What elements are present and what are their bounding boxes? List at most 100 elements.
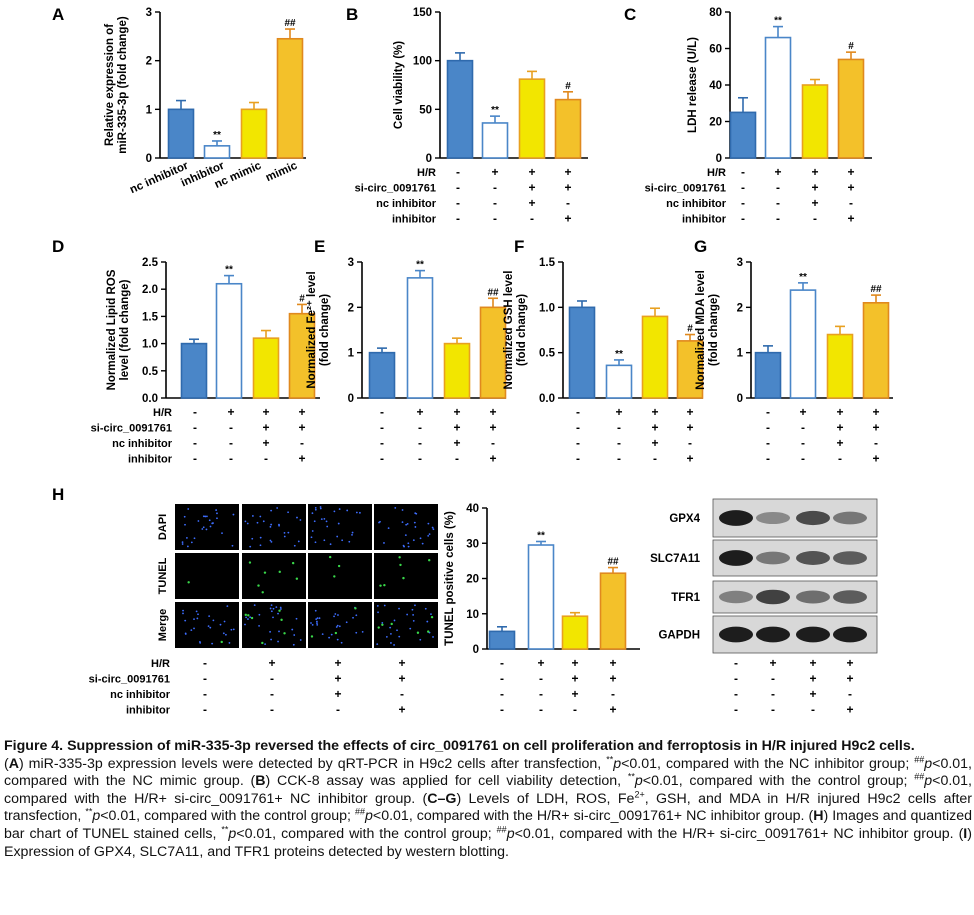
- nucleus-dot: [196, 617, 199, 620]
- condition-label: si-circ_0091761: [645, 183, 726, 195]
- nucleus-dot: [333, 615, 335, 618]
- condition-sign: +: [491, 165, 498, 179]
- nucleus-dot: [283, 535, 286, 538]
- condition-sign: +: [298, 421, 305, 435]
- condition-sign: +: [836, 436, 843, 450]
- micrograph: [374, 553, 438, 599]
- significance-mark: ##: [487, 287, 499, 298]
- panel-h: H 0 10 20 30 40 TUNEL positive cells (%) ** ## H/…: [52, 485, 640, 717]
- condition-sign: -: [493, 181, 497, 195]
- condition-sign: -: [203, 703, 207, 717]
- nucleus-dot: [338, 625, 341, 628]
- tunel-dot: [334, 631, 338, 635]
- y-tick-label: 0: [348, 393, 354, 405]
- condition-sign: +: [298, 405, 305, 419]
- condition-sign: -: [270, 687, 274, 701]
- condition-sign: -: [617, 436, 621, 450]
- condition-sign: -: [874, 436, 878, 450]
- nucleus-dot: [431, 526, 434, 529]
- nucleus-dot: [348, 540, 351, 543]
- nucleus-dot: [216, 512, 218, 515]
- condition-sign: +: [564, 181, 571, 195]
- panel-letter: F: [514, 237, 524, 256]
- protein-band: [833, 590, 867, 604]
- significance-mark: #: [687, 324, 693, 335]
- nucleus-dot: [251, 537, 254, 540]
- nucleus-dot: [414, 526, 417, 528]
- nucleus-dot: [316, 622, 318, 625]
- nucleus-dot: [313, 520, 316, 523]
- condition-sign: -: [766, 421, 770, 435]
- micrograph: [175, 504, 239, 550]
- y-tick-label: 2: [737, 302, 743, 314]
- micrograph-row-label: DAPI: [157, 514, 169, 540]
- nucleus-dot: [341, 539, 344, 542]
- micrograph: [175, 553, 239, 599]
- tunel-dot: [248, 561, 252, 564]
- bar: [764, 36, 792, 159]
- nucleus-dot: [223, 620, 226, 623]
- protein-band: [719, 590, 753, 604]
- nucleus-dot: [246, 522, 249, 525]
- condition-sign: -: [203, 656, 207, 670]
- condition-sign: -: [229, 436, 233, 450]
- bar: [252, 337, 280, 399]
- nucleus-dot: [352, 616, 354, 619]
- nucleus-dot: [351, 534, 353, 536]
- nucleus-dot: [215, 509, 218, 511]
- nucleus-dot: [249, 616, 252, 619]
- tunel-dot: [354, 607, 357, 610]
- y-tick-label: 2: [146, 56, 152, 68]
- y-tick-label: 1: [348, 348, 355, 360]
- y-tick-label: 1: [146, 104, 153, 116]
- nucleus-dot: [361, 630, 364, 633]
- condition-label: H/R: [707, 167, 726, 179]
- condition-sign: -: [500, 703, 504, 717]
- panel-g: G 0 1 2 3 Normalized MDA level (fold change) **…: [694, 237, 893, 466]
- y-tick-label: 1.5: [539, 257, 556, 269]
- y-tick-label: 40: [466, 503, 479, 515]
- condition-sign: +: [268, 656, 275, 670]
- nucleus-dot: [201, 528, 204, 530]
- nucleus-dot: [376, 643, 379, 646]
- condition-sign: +: [528, 196, 535, 210]
- y-tick-label: 3: [737, 257, 743, 269]
- y-axis-label: Normalized GSH level: [503, 271, 515, 390]
- condition-label: inhibitor: [128, 454, 173, 466]
- bar: [203, 145, 231, 159]
- condition-sign: +: [872, 452, 879, 466]
- tunel-dot: [244, 613, 247, 617]
- y-tick-label: 150: [413, 7, 432, 19]
- condition-sign: +: [571, 656, 578, 670]
- nucleus-dot: [287, 531, 290, 534]
- nucleus-dot: [272, 616, 274, 619]
- y-tick-label: 30: [466, 538, 479, 550]
- nucleus-dot: [256, 521, 259, 524]
- condition-sign: +: [564, 165, 571, 179]
- panel-e: E 0 1 2 3 Normalized Fe²⁺ level (fold change) *…: [306, 237, 507, 466]
- blot-label: TFR1: [671, 592, 700, 604]
- bar: [599, 572, 627, 650]
- nucleus-dot: [409, 627, 412, 630]
- nucleus-dot: [403, 545, 405, 548]
- tunel-dot: [399, 563, 402, 567]
- condition-sign: -: [229, 452, 233, 466]
- nucleus-dot: [216, 517, 218, 520]
- nucleus-dot: [269, 525, 272, 528]
- condition-label: H/R: [153, 407, 172, 419]
- condition-sign: +: [836, 421, 843, 435]
- nucleus-dot: [387, 527, 390, 530]
- condition-sign: -: [766, 405, 770, 419]
- condition-sign: -: [456, 196, 460, 210]
- condition-sign: -: [771, 687, 775, 701]
- nucleus-dot: [406, 522, 409, 525]
- panel-letter: C: [624, 5, 636, 24]
- nucleus-dot: [291, 628, 294, 631]
- tunel-dot: [381, 623, 384, 626]
- nucleus-dot: [197, 613, 199, 616]
- nucleus-dot: [181, 541, 184, 544]
- y-tick-label: 0: [146, 153, 152, 165]
- condition-sign: +: [809, 672, 816, 686]
- condition-sign: -: [539, 672, 543, 686]
